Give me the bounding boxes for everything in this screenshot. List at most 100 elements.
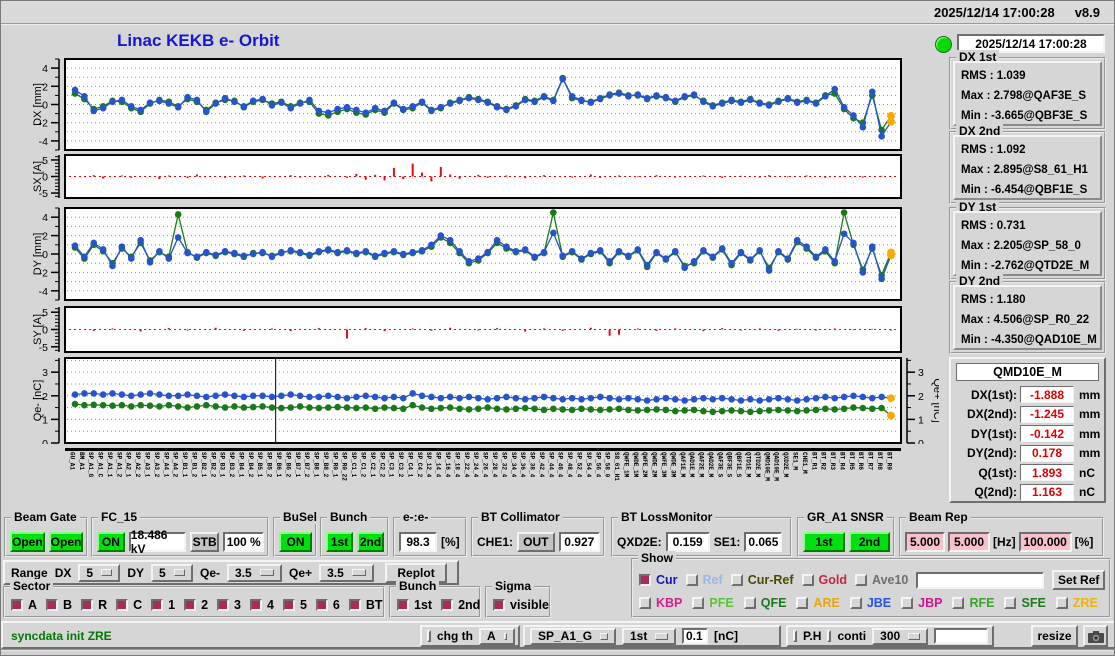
checkbox-icon[interactable] bbox=[217, 599, 230, 611]
sector-checkbox-6[interactable]: 6 bbox=[315, 598, 340, 612]
monitor-row-value[interactable]: 0.178 bbox=[1020, 444, 1074, 462]
sector-checkbox-5[interactable]: 5 bbox=[282, 598, 307, 612]
checkbox-icon[interactable] bbox=[348, 599, 361, 611]
fc15-kv-field[interactable]: 18.486 kV bbox=[128, 528, 186, 556]
panel-clock[interactable]: 2025/12/14 17:00:28 bbox=[957, 34, 1105, 53]
sector-checkbox-2[interactable]: 2 bbox=[184, 598, 208, 612]
show-checkbox-are[interactable]: ARE bbox=[796, 596, 840, 610]
monitor-row-value[interactable]: -0.142 bbox=[1020, 425, 1074, 443]
monitor-row-value[interactable]: 1.163 bbox=[1020, 483, 1074, 501]
threshold-input[interactable] bbox=[682, 628, 708, 644]
ee-ratio-field[interactable]: 98.3 bbox=[399, 532, 437, 552]
gr-a1-1st-button[interactable]: 1st bbox=[803, 532, 845, 552]
checkbox-icon[interactable] bbox=[952, 597, 965, 609]
checkbox-icon[interactable] bbox=[801, 574, 814, 586]
fc15-stb-button[interactable]: STB bbox=[189, 532, 220, 552]
show-checkbox-cur-ref[interactable]: Cur-Ref bbox=[730, 573, 794, 587]
checkbox-icon[interactable] bbox=[855, 574, 867, 586]
checkbox-icon[interactable] bbox=[1004, 597, 1017, 609]
fc15-on-button[interactable]: ON bbox=[97, 532, 125, 552]
sector-checkbox-1[interactable]: 1 bbox=[151, 598, 175, 612]
checkbox-icon[interactable] bbox=[493, 599, 505, 611]
show-checkbox-ave10[interactable]: Ave10 bbox=[855, 573, 908, 587]
sector-checkbox-b[interactable]: B bbox=[46, 598, 72, 612]
checkbox-icon[interactable] bbox=[849, 597, 862, 609]
show-checkbox-jbe[interactable]: JBE bbox=[849, 596, 891, 610]
checkbox-icon[interactable] bbox=[441, 599, 454, 611]
fc15-percent-field[interactable]: 100 % bbox=[223, 532, 265, 552]
qxd2e-field[interactable]: 0.159 bbox=[665, 532, 710, 552]
beam-rep-field-2[interactable]: 5.000 bbox=[948, 532, 990, 552]
checkbox-icon[interactable] bbox=[901, 597, 914, 609]
che1-value-field[interactable]: 0.927 bbox=[558, 532, 600, 552]
checkbox-icon[interactable] bbox=[639, 597, 651, 609]
checkbox-icon[interactable] bbox=[692, 597, 705, 609]
chg-th-checkbox[interactable] bbox=[427, 630, 431, 642]
checkbox-icon[interactable] bbox=[151, 599, 164, 611]
set-ref-button[interactable]: Set Ref bbox=[1052, 570, 1105, 590]
beam-gate-open-button-2[interactable]: Open bbox=[48, 532, 84, 552]
beam-rep-field-1[interactable]: 5.000 bbox=[905, 532, 945, 552]
monitor-row-value[interactable]: -1.245 bbox=[1020, 405, 1074, 423]
checkbox-icon[interactable] bbox=[1055, 597, 1068, 609]
checkbox-icon[interactable] bbox=[639, 574, 651, 586]
snapshot-button[interactable] bbox=[1083, 625, 1108, 647]
device-select[interactable]: SP_A1_G bbox=[530, 627, 616, 645]
show-checkbox-kbp[interactable]: KBP bbox=[639, 596, 682, 610]
ref-name-input[interactable] bbox=[916, 571, 1045, 589]
bunch-select[interactable]: 1st bbox=[622, 627, 676, 645]
checkbox-icon[interactable] bbox=[46, 599, 59, 611]
count-input[interactable] bbox=[934, 628, 989, 644]
checkbox-icon[interactable] bbox=[685, 574, 698, 586]
range-dy-select[interactable]: 5 bbox=[151, 563, 194, 582]
checkbox-icon[interactable] bbox=[397, 599, 409, 611]
bunch-checkbox-2nd[interactable]: 2nd bbox=[441, 598, 480, 612]
bunch-checkbox-1st[interactable]: 1st bbox=[397, 598, 432, 612]
beam-rep-field-3[interactable]: 100.000 bbox=[1018, 532, 1072, 552]
checkbox-icon[interactable] bbox=[743, 597, 756, 609]
sector-checkbox-bt[interactable]: BT bbox=[348, 598, 383, 612]
busel-on-button[interactable]: ON bbox=[279, 532, 312, 552]
resize-button[interactable]: resize bbox=[1031, 625, 1078, 647]
monitor-title[interactable]: QMD10E_M bbox=[956, 363, 1099, 381]
show-checkbox-pfe[interactable]: PFE bbox=[692, 596, 734, 610]
ph-checkbox[interactable] bbox=[793, 630, 797, 642]
show-checkbox-ref[interactable]: Ref bbox=[685, 573, 723, 587]
checkbox-icon[interactable] bbox=[11, 599, 23, 611]
sigma-checkbox-visible[interactable]: visible bbox=[493, 598, 549, 612]
monitor-row-value[interactable]: -1.888 bbox=[1020, 386, 1074, 404]
range-dx-select[interactable]: 5 bbox=[78, 563, 121, 582]
show-checkbox-cur[interactable]: Cur bbox=[639, 573, 678, 587]
show-checkbox-jbp[interactable]: JBP bbox=[901, 596, 942, 610]
bunch-1st-button[interactable]: 1st bbox=[326, 532, 353, 552]
checkbox-icon[interactable] bbox=[282, 599, 295, 611]
checkbox-icon[interactable] bbox=[730, 574, 743, 586]
sector-checkbox-r[interactable]: R bbox=[81, 598, 107, 612]
gr-a1-2nd-button[interactable]: 2nd bbox=[848, 532, 890, 552]
checkbox-icon[interactable] bbox=[116, 599, 129, 611]
monitor-row-value[interactable]: 1.893 bbox=[1020, 464, 1074, 482]
show-checkbox-rfe[interactable]: RFE bbox=[952, 596, 994, 610]
range-qem-select[interactable]: 3.5 bbox=[227, 563, 283, 582]
beam-gate-open-button-1[interactable]: Open bbox=[10, 532, 45, 552]
show-checkbox-sfe[interactable]: SFE bbox=[1004, 596, 1046, 610]
checkbox-icon[interactable] bbox=[315, 599, 328, 611]
checkbox-icon[interactable] bbox=[81, 599, 94, 611]
show-checkbox-zre[interactable]: ZRE bbox=[1055, 596, 1098, 610]
bunch-2nd-button[interactable]: 2nd bbox=[357, 532, 384, 552]
se1-field[interactable]: 0.065 bbox=[744, 532, 783, 552]
sector-checkbox-a[interactable]: A bbox=[11, 598, 37, 612]
count-select[interactable]: 300 bbox=[872, 627, 929, 645]
sector-checkbox-3[interactable]: 3 bbox=[217, 598, 241, 612]
replot-button[interactable]: Replot bbox=[385, 562, 448, 583]
sector-checkbox-c[interactable]: C bbox=[116, 598, 142, 612]
checkbox-icon[interactable] bbox=[796, 597, 809, 609]
range-qep-select[interactable]: 3.5 bbox=[319, 563, 375, 582]
show-checkbox-qfe[interactable]: QFE bbox=[743, 596, 786, 610]
sector-checkbox-4[interactable]: 4 bbox=[249, 598, 274, 612]
th-select[interactable]: A bbox=[479, 627, 515, 645]
che1-out-button[interactable]: OUT bbox=[517, 532, 555, 552]
show-checkbox-gold[interactable]: Gold bbox=[801, 573, 847, 587]
conti-checkbox[interactable] bbox=[827, 630, 832, 642]
checkbox-icon[interactable] bbox=[249, 599, 262, 611]
